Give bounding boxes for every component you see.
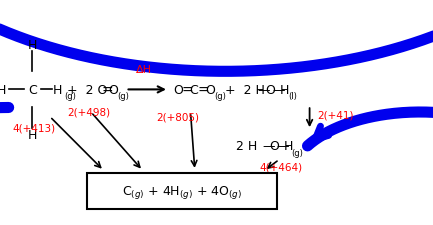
Text: 2 H: 2 H (236, 140, 257, 153)
FancyBboxPatch shape (87, 173, 277, 209)
Text: 2(+41): 2(+41) (317, 110, 353, 120)
Text: C: C (28, 83, 37, 97)
Text: (g): (g) (214, 92, 226, 101)
Text: C$_{(g)}$ + 4H$_{(g)}$ + 4O$_{(g)}$: C$_{(g)}$ + 4H$_{(g)}$ + 4O$_{(g)}$ (122, 183, 242, 200)
Text: =: = (198, 83, 210, 97)
Text: —: — (273, 83, 285, 97)
Text: H: H (0, 83, 6, 97)
Text: H: H (280, 83, 289, 97)
Text: O: O (109, 83, 119, 97)
Text: —: — (277, 140, 289, 153)
Text: 2(+498): 2(+498) (67, 108, 110, 117)
Text: C: C (189, 83, 198, 97)
Text: —: — (258, 83, 270, 97)
Text: H: H (284, 140, 293, 153)
Text: (g): (g) (65, 91, 76, 100)
Text: O: O (173, 83, 183, 97)
Text: +  2 H: + 2 H (225, 83, 265, 97)
Text: ΔH: ΔH (136, 65, 152, 75)
Text: (g): (g) (117, 92, 129, 101)
Text: O: O (265, 83, 275, 97)
Text: +  2 O: + 2 O (67, 83, 107, 97)
Text: O: O (205, 83, 215, 97)
Text: O: O (269, 140, 279, 153)
Text: 2(+805): 2(+805) (156, 112, 199, 122)
Text: H: H (28, 38, 37, 52)
Text: (g): (g) (291, 148, 303, 157)
Text: 4(+413): 4(+413) (12, 123, 55, 133)
Text: =: = (101, 83, 113, 97)
Text: —: — (262, 140, 275, 153)
Text: (l): (l) (288, 92, 297, 101)
Text: H: H (28, 128, 37, 142)
Text: 4(+464): 4(+464) (260, 162, 303, 171)
Text: H: H (52, 83, 62, 97)
Text: =: = (182, 83, 194, 97)
